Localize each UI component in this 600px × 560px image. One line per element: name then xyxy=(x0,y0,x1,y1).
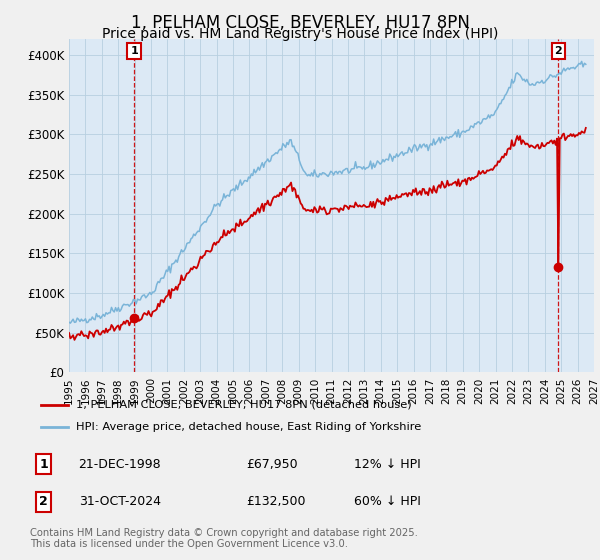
Text: Contains HM Land Registry data © Crown copyright and database right 2025.
This d: Contains HM Land Registry data © Crown c… xyxy=(30,528,418,549)
Text: 2: 2 xyxy=(554,46,562,56)
Text: HPI: Average price, detached house, East Riding of Yorkshire: HPI: Average price, detached house, East… xyxy=(76,422,421,432)
Text: 1: 1 xyxy=(130,46,138,56)
Text: 2: 2 xyxy=(39,495,48,508)
Text: 1, PELHAM CLOSE, BEVERLEY, HU17 8PN: 1, PELHAM CLOSE, BEVERLEY, HU17 8PN xyxy=(131,14,469,32)
Text: £67,950: £67,950 xyxy=(246,458,298,471)
Text: 21-DEC-1998: 21-DEC-1998 xyxy=(79,458,161,471)
Text: 1: 1 xyxy=(39,458,48,471)
Text: 31-OCT-2024: 31-OCT-2024 xyxy=(79,495,161,508)
Text: £132,500: £132,500 xyxy=(246,495,305,508)
Text: Price paid vs. HM Land Registry's House Price Index (HPI): Price paid vs. HM Land Registry's House … xyxy=(102,27,498,41)
Text: 60% ↓ HPI: 60% ↓ HPI xyxy=(354,495,421,508)
Text: 12% ↓ HPI: 12% ↓ HPI xyxy=(354,458,421,471)
Text: 1, PELHAM CLOSE, BEVERLEY, HU17 8PN (detached house): 1, PELHAM CLOSE, BEVERLEY, HU17 8PN (det… xyxy=(76,400,412,410)
